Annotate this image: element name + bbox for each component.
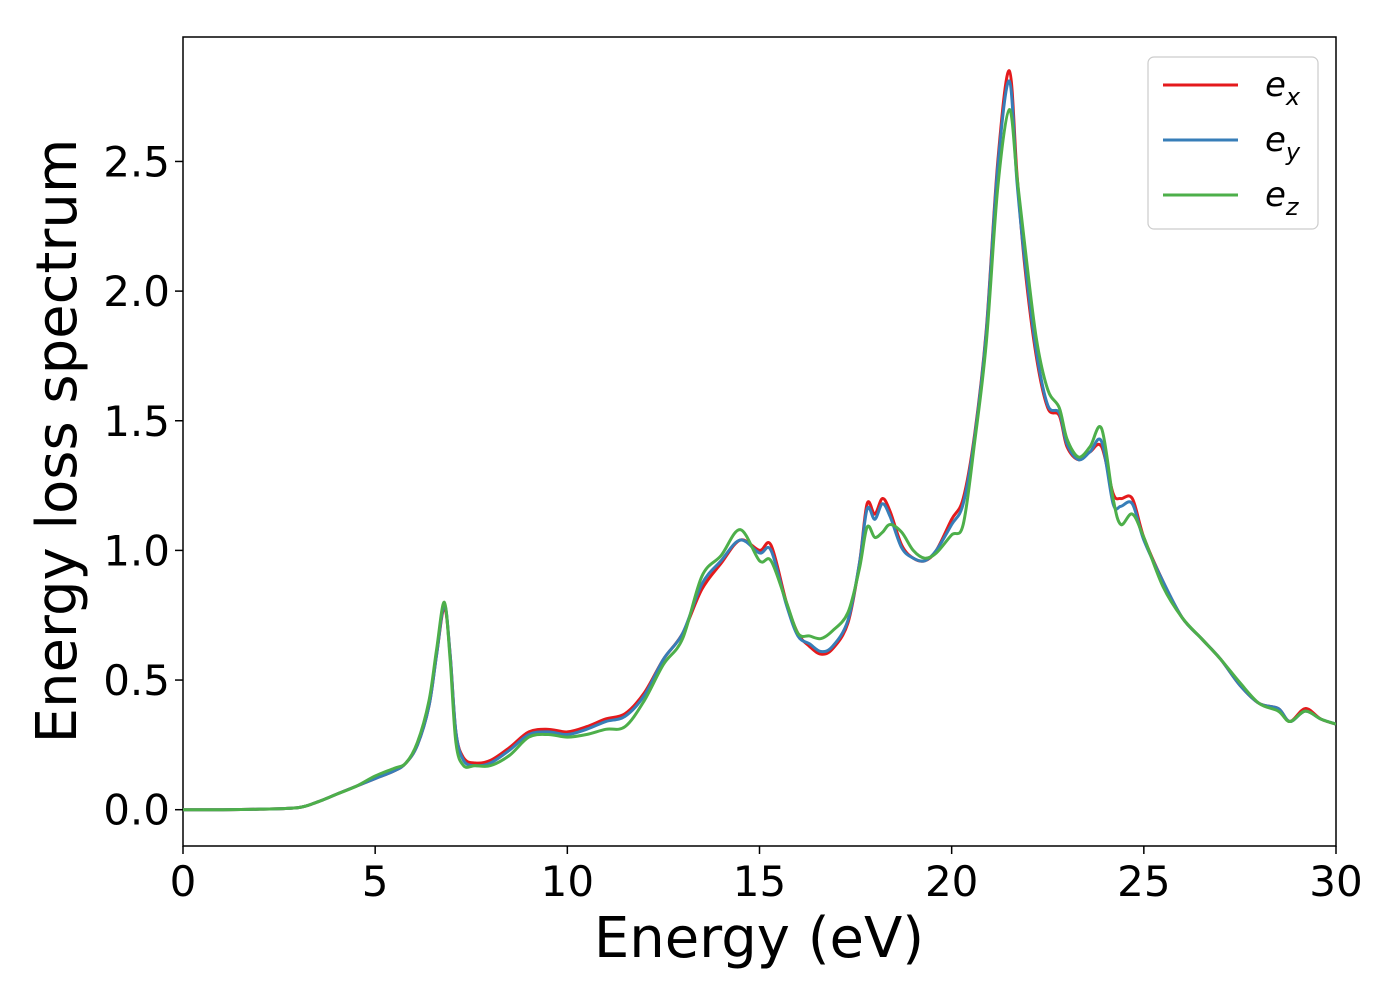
legend-box <box>1147 56 1319 230</box>
y-tick-label: 0.5 <box>103 656 170 705</box>
series-line-z <box>183 108 1336 812</box>
y-axis-ticks: 0.0 0.5 1.0 1.5 2.0 2.5 <box>103 137 183 835</box>
legend-label-y: ey <box>1265 120 1301 166</box>
y-tick-label: 2.0 <box>103 267 170 316</box>
x-axis-ticks: 0 5 10 15 20 25 30 <box>170 846 1363 906</box>
y-axis-label: Energy loss spectrum <box>25 139 90 744</box>
y-tick-label: 2.5 <box>103 137 170 186</box>
y-tick-label: 1.5 <box>103 397 170 446</box>
series-layer <box>183 69 1336 812</box>
legend-label-x: ex <box>1265 65 1301 111</box>
legend: ex ey ez <box>1147 56 1319 230</box>
x-tick-label: 10 <box>541 857 594 906</box>
x-tick-label: 25 <box>1117 857 1170 906</box>
x-tick-label: 0 <box>170 857 197 906</box>
x-tick-label: 15 <box>733 857 786 906</box>
y-tick-label: 1.0 <box>103 526 170 575</box>
x-axis-label: Energy (eV) <box>594 906 924 971</box>
x-tick-label: 20 <box>925 857 978 906</box>
legend-label-z: ez <box>1265 175 1300 221</box>
y-tick-label: 0.0 <box>103 786 170 835</box>
x-tick-label: 5 <box>362 857 389 906</box>
legend-items: ex ey ez <box>1163 65 1301 221</box>
x-tick-label: 30 <box>1309 857 1362 906</box>
